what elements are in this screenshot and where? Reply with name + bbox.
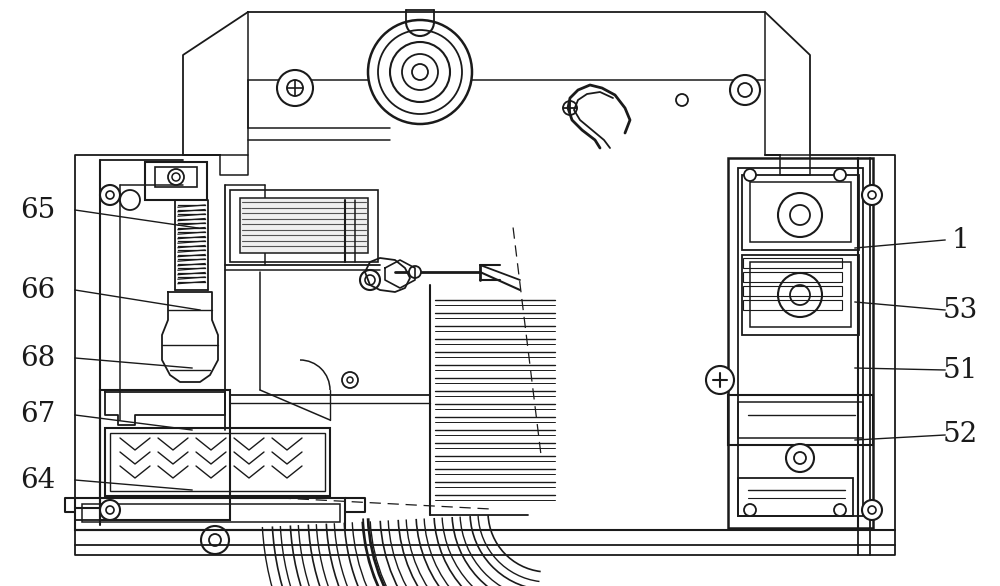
Circle shape xyxy=(778,273,822,317)
Bar xyxy=(750,262,851,327)
Circle shape xyxy=(790,285,810,305)
Text: 64: 64 xyxy=(20,466,56,493)
Bar xyxy=(82,504,340,522)
Circle shape xyxy=(172,173,180,181)
Text: 67: 67 xyxy=(20,401,56,428)
Circle shape xyxy=(100,185,120,205)
Bar xyxy=(738,478,853,516)
Circle shape xyxy=(834,169,846,181)
Circle shape xyxy=(365,275,375,285)
Text: 65: 65 xyxy=(20,196,56,223)
Circle shape xyxy=(794,452,806,464)
Circle shape xyxy=(744,169,756,181)
Circle shape xyxy=(862,185,882,205)
Circle shape xyxy=(744,504,756,516)
Bar xyxy=(75,498,345,530)
Bar xyxy=(743,286,842,296)
Circle shape xyxy=(868,191,876,199)
Circle shape xyxy=(168,169,184,185)
Circle shape xyxy=(706,366,734,394)
Circle shape xyxy=(378,30,462,114)
Circle shape xyxy=(120,190,140,210)
Circle shape xyxy=(390,42,450,102)
Circle shape xyxy=(209,534,221,546)
Circle shape xyxy=(287,80,303,96)
Text: 52: 52 xyxy=(942,421,978,448)
Bar xyxy=(110,433,325,491)
Circle shape xyxy=(738,83,752,97)
Circle shape xyxy=(277,70,313,106)
Circle shape xyxy=(347,377,353,383)
Circle shape xyxy=(412,64,428,80)
Bar xyxy=(240,198,368,253)
Text: 1: 1 xyxy=(951,227,969,254)
Circle shape xyxy=(368,20,472,124)
Bar xyxy=(743,300,842,310)
Circle shape xyxy=(106,191,114,199)
Bar xyxy=(738,168,863,516)
Bar xyxy=(742,175,859,250)
Bar xyxy=(750,182,851,242)
Circle shape xyxy=(563,101,577,115)
Circle shape xyxy=(201,526,229,554)
Bar xyxy=(155,167,197,187)
Circle shape xyxy=(409,266,421,278)
Circle shape xyxy=(834,504,846,516)
Text: 53: 53 xyxy=(942,297,978,323)
Circle shape xyxy=(790,205,810,225)
Text: 66: 66 xyxy=(20,277,56,304)
Circle shape xyxy=(100,500,120,520)
Circle shape xyxy=(730,75,760,105)
Circle shape xyxy=(106,506,114,514)
Bar xyxy=(105,428,330,496)
Text: 51: 51 xyxy=(942,356,978,383)
Circle shape xyxy=(862,500,882,520)
Bar xyxy=(743,258,842,268)
Circle shape xyxy=(786,444,814,472)
Bar xyxy=(145,162,207,200)
Bar xyxy=(100,390,230,520)
Circle shape xyxy=(778,193,822,237)
Bar xyxy=(728,395,873,445)
Bar xyxy=(742,255,859,335)
Text: 68: 68 xyxy=(20,345,56,372)
Circle shape xyxy=(676,94,688,106)
Circle shape xyxy=(868,506,876,514)
Circle shape xyxy=(402,54,438,90)
Circle shape xyxy=(342,372,358,388)
Bar xyxy=(743,272,842,282)
Bar xyxy=(230,190,378,262)
Circle shape xyxy=(360,270,380,290)
Bar xyxy=(728,158,873,528)
Bar xyxy=(738,402,863,438)
